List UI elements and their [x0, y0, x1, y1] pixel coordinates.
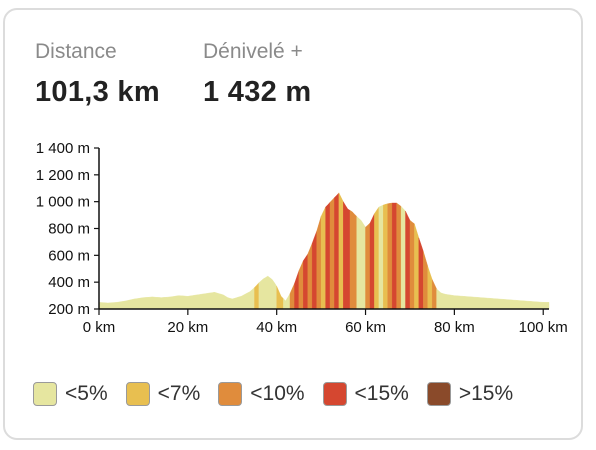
y-tick-label: 400 m	[48, 274, 90, 291]
profile-segment-lt7	[254, 282, 260, 310]
profile-segment-lt5	[258, 275, 277, 310]
profile-segment-lt15	[294, 270, 300, 310]
legend-swatch-gt15	[426, 382, 451, 406]
y-tick-label: 600 m	[48, 247, 90, 264]
profile-segment-lt15	[334, 192, 340, 310]
profile-segment-lt10	[289, 283, 295, 310]
legend-label-lt5: <5%	[65, 382, 108, 405]
x-tick-label: 0 km	[83, 319, 116, 336]
profile-segment-lt5	[378, 204, 384, 310]
profile-segment-lt10	[423, 251, 428, 310]
profile-segment-lt10	[396, 202, 402, 310]
profile-segment-lt5	[356, 215, 366, 310]
profile-segment-lt5	[98, 287, 255, 310]
x-tick-label: 20 km	[167, 319, 208, 336]
profile-segment-lt10	[387, 202, 393, 310]
gradient-legend: <5% <7% <10% <15% >15%	[33, 382, 531, 406]
x-tick-label: 100 km	[519, 319, 568, 336]
legend-label-lt7: <7%	[157, 382, 201, 405]
profile-segment-lt7	[427, 266, 433, 310]
elevation-profile-card: Distance 101,3 km Dénivelé + 1 432 m 200…	[3, 8, 583, 440]
x-tick-label: 60 km	[345, 319, 386, 336]
profile-segment-lt5	[400, 205, 406, 310]
profile-segment-lt7	[374, 206, 380, 310]
profile-segment-lt5	[436, 288, 550, 310]
profile-segment-lt7	[338, 192, 344, 310]
profile-segment-lt5	[283, 292, 291, 310]
legend-swatch-lt7	[125, 382, 150, 406]
profile-segment-lt7	[320, 206, 326, 310]
legend-swatch-lt15	[322, 382, 347, 406]
profile-segment-lt10	[365, 222, 371, 310]
legend-label-lt15: <15%	[354, 382, 409, 405]
elevation-gain-label: Dénivelé +	[203, 40, 303, 63]
legend-item-gt15: >15%	[426, 382, 514, 406]
profile-segment-lt10	[409, 219, 415, 310]
profile-segment-lt10	[298, 260, 304, 310]
profile-segment-lt15	[392, 202, 397, 310]
y-tick-label: 1 400 m	[36, 140, 90, 157]
x-tick-label: 80 km	[434, 319, 475, 336]
legend-item-lt15: <15%	[322, 382, 409, 406]
legend-label-lt10: <10%	[250, 382, 305, 405]
profile-segment-lt10	[307, 243, 313, 310]
legend-swatch-lt5	[33, 382, 57, 406]
profile-segment-lt15	[325, 201, 331, 310]
profile-segment-lt7	[383, 203, 388, 310]
elevation-chart: 200 m 400 m 600 m 800 m 1 000 m 1 200 m 1 400 …	[36, 140, 568, 336]
profile-segment-lt15	[418, 237, 424, 310]
profile-segment-lt15	[312, 231, 317, 310]
distance-stat: Distance 101,3 km	[35, 40, 160, 109]
elevation-gain-value: 1 432 m	[203, 76, 312, 108]
distance-value: 101,3 km	[35, 76, 160, 108]
legend-item-lt5: <5%	[33, 382, 108, 406]
x-tick-label: 40 km	[256, 319, 297, 336]
profile-segment-lt15	[343, 200, 351, 310]
legend-label-gt15: >15%	[458, 382, 514, 405]
profile-segment-lt10	[316, 216, 322, 310]
profile-segment-lt7	[414, 223, 419, 310]
y-tick-label: 1 000 m	[36, 194, 90, 211]
elevation-gain-stat: Dénivelé + 1 432 m	[203, 40, 312, 109]
profile-segment-lt15	[369, 213, 375, 310]
profile-segment-lt10	[329, 197, 335, 310]
legend-item-lt7: <7%	[125, 382, 201, 406]
legend-item-lt10: <10%	[218, 382, 305, 406]
profile-segment-lt15	[303, 253, 308, 310]
distance-label: Distance	[35, 40, 117, 63]
profile-segment-lt10	[432, 279, 437, 310]
profile-segment-lt15	[405, 211, 411, 310]
profile-segment-lt7	[276, 286, 284, 310]
y-tick-label: 1 200 m	[36, 167, 90, 184]
legend-swatch-lt10	[218, 382, 243, 406]
profile-segment-lt10	[349, 210, 357, 310]
y-tick-label: 800 m	[48, 221, 90, 238]
y-tick-label: 200 m	[48, 301, 90, 318]
